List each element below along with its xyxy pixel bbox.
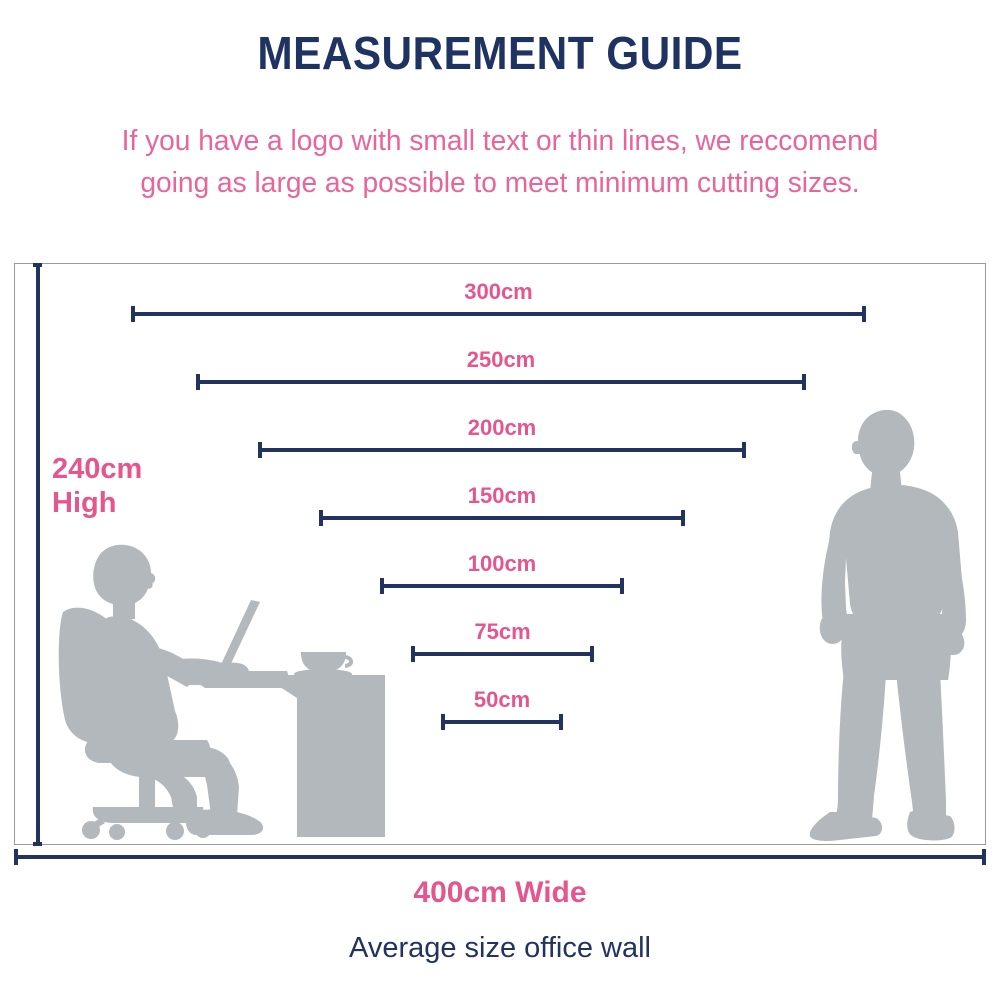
subtitle-line-2: going as large as possible to meet minim… (140, 167, 860, 199)
wall-caption: Average size office wall (349, 932, 651, 964)
dimension-row: 50cm (441, 688, 563, 734)
dimension-row: 100cm (380, 552, 624, 598)
dimension-bar (196, 374, 806, 390)
dimension-row: 200cm (258, 416, 746, 462)
dimension-shaft (258, 448, 746, 452)
dimension-label: 100cm (467, 551, 537, 576)
width-dimension-line (14, 849, 986, 865)
dimension-label: 300cm (464, 279, 533, 304)
dimension-cap-right (681, 510, 685, 526)
dimension-label: 75cm (474, 619, 531, 644)
dimension-cap-right (862, 306, 866, 322)
wall-height-word: High (52, 487, 117, 519)
dimension-shaft (380, 584, 624, 588)
dimension-shaft (319, 516, 685, 520)
dimension-bar (380, 578, 624, 594)
seated-person-at-desk-silhouette (55, 535, 405, 845)
dimension-label: 150cm (467, 483, 537, 508)
dimension-bar (258, 442, 746, 458)
height-dimension-shaft (36, 263, 40, 846)
dimension-shaft (131, 312, 866, 316)
standing-man-silhouette (800, 408, 982, 845)
dimension-bar (131, 306, 866, 322)
height-dimension-line (33, 263, 42, 846)
dimension-row: 75cm (411, 620, 594, 666)
height-dimension-cap-bottom (33, 842, 42, 846)
dimension-cap-right (620, 578, 624, 594)
width-dimension-cap-right (982, 849, 986, 865)
dimension-cap-right (802, 374, 806, 390)
wall-width-label: 400cm Wide (413, 876, 587, 909)
dimension-cap-right (559, 714, 563, 730)
dimension-shaft (411, 652, 594, 656)
page-title: MEASUREMENT GUIDE (257, 27, 743, 79)
dimension-row: 300cm (131, 280, 866, 326)
wall-height-label: 240cm High (52, 452, 142, 520)
dimension-cap-right (742, 442, 746, 458)
wall-height-value: 240cm (52, 453, 143, 485)
dimension-shaft (196, 380, 806, 384)
dimension-shaft (441, 720, 563, 724)
dimension-label: 50cm (473, 687, 531, 712)
dimension-label: 250cm (466, 347, 536, 372)
dimension-cap-right (590, 646, 594, 662)
dimension-row: 150cm (319, 484, 685, 530)
dimension-bar (441, 714, 563, 730)
dimension-bar (319, 510, 685, 526)
dimension-label: 200cm (467, 415, 537, 440)
width-dimension-shaft (14, 855, 986, 859)
subtitle: If you have a logo with small text or th… (54, 120, 946, 204)
subtitle-line-1: If you have a logo with small text or th… (121, 125, 879, 157)
dimension-bar (411, 646, 594, 662)
dimension-row: 250cm (196, 348, 806, 394)
